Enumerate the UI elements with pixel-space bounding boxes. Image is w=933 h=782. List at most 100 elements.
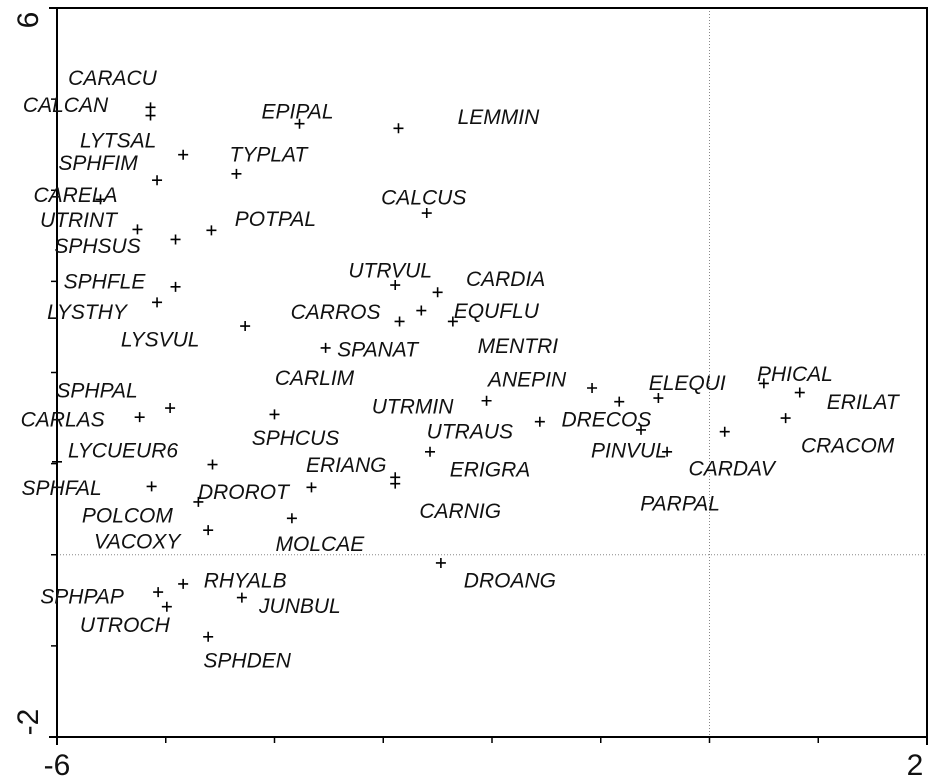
point-marker [653, 393, 664, 404]
point-marker [161, 601, 172, 612]
point-marker [306, 482, 317, 493]
point-marker [534, 416, 545, 427]
point-label: PHICAL [757, 363, 833, 386]
point-marker [178, 149, 189, 160]
point-marker [206, 225, 217, 236]
point-label: CARELA [33, 184, 117, 207]
point-label: SPHFAL [22, 477, 102, 500]
point-marker [719, 426, 730, 437]
point-marker [134, 412, 145, 423]
point-label: MOLCAE [276, 533, 366, 556]
point-label: CRACOM [801, 435, 895, 458]
point-marker [132, 224, 143, 235]
point-marker [435, 557, 446, 568]
point-label: ERILAT [827, 391, 901, 414]
point-marker [421, 208, 432, 219]
point-marker [286, 513, 297, 524]
point-label: VACOXY [94, 531, 182, 554]
point-label: RHYALB [204, 569, 287, 592]
point-label: MENTRI [478, 335, 559, 358]
point-marker [95, 194, 106, 205]
point-label: SPHFLE [64, 270, 147, 293]
point-marker [662, 446, 673, 457]
point-marker [170, 281, 181, 292]
y-tick-label: 6 [12, 12, 45, 29]
point-label: POLCOM [82, 504, 174, 527]
point-label: ANEPIN [486, 369, 567, 392]
point-marker [152, 175, 163, 186]
point-label: UTRAUS [427, 420, 513, 443]
point-label: SPHFIM [58, 152, 138, 175]
point-label: CARLIM [275, 367, 355, 390]
point-marker [393, 123, 404, 134]
point-marker [416, 305, 427, 316]
point-marker [481, 395, 492, 406]
point-label: CARDIA [466, 268, 545, 291]
point-marker [170, 234, 181, 245]
point-marker [165, 403, 176, 414]
point-marker [432, 287, 443, 298]
point-marker [635, 424, 646, 435]
point-label: SPHPAL [56, 380, 137, 403]
point-label: DRECOS [561, 409, 651, 432]
point-marker [153, 587, 164, 598]
point-marker [145, 110, 156, 121]
point-label: LYTSAL [80, 129, 156, 152]
point-label: CARACU [68, 67, 158, 90]
point-label: SPHDEN [203, 649, 291, 672]
x-tick-label: 2 [907, 749, 924, 782]
point-label: DROROT [198, 481, 291, 504]
point-label: CARNIG [419, 500, 501, 523]
point-label: LEMMIN [458, 106, 541, 129]
point-marker [152, 297, 163, 308]
x-tick-label: -6 [44, 749, 71, 782]
point-marker [447, 316, 458, 327]
point-label: JUNBUL [258, 595, 341, 618]
point-label: SPHPAP [40, 586, 124, 609]
point-marker [207, 459, 218, 470]
point-label: UTRVUL [348, 260, 432, 283]
point-marker [52, 456, 62, 467]
point-marker [390, 280, 401, 291]
point-label: LYCUEUR6 [68, 439, 178, 462]
point-marker [269, 409, 280, 420]
point-label: CALCAN [23, 94, 109, 117]
point-label: SPANAT [337, 338, 420, 361]
point-label: EQUFLU [454, 300, 540, 323]
point-label: UTRMIN [372, 395, 454, 418]
point-label: DROANG [464, 569, 556, 592]
point-label: SPHCUS [252, 427, 340, 450]
point-marker [240, 321, 251, 332]
point-marker [758, 378, 769, 389]
point-label: ERIGRA [450, 458, 531, 481]
point-label: ELEQUI [649, 372, 726, 395]
point-marker [587, 382, 598, 393]
point-label: CARROS [291, 301, 381, 324]
point-marker [146, 481, 157, 492]
point-label: UTROCH [80, 614, 171, 637]
point-label: EPIPAL [262, 100, 334, 123]
point-marker [614, 396, 625, 407]
point-marker [394, 316, 405, 327]
point-label: PARPAL [640, 492, 720, 515]
y-tick-label: -2 [12, 709, 45, 736]
point-marker [320, 342, 331, 353]
point-marker [794, 387, 805, 398]
point-marker [203, 631, 214, 642]
point-label: POTPAL [235, 208, 316, 231]
point-label: CARLAS [21, 409, 105, 432]
point-label: ERIANG [306, 454, 387, 477]
point-marker [390, 478, 401, 489]
point-label: LYSVUL [121, 329, 200, 352]
point-marker [193, 496, 204, 507]
point-label: UTRINT [40, 209, 119, 232]
point-marker [231, 168, 242, 179]
point-marker [203, 525, 214, 536]
point-marker [236, 592, 247, 603]
point-marker [178, 578, 189, 589]
point-marker [780, 413, 791, 424]
point-marker [425, 446, 436, 457]
point-label: TYPLAT [230, 143, 310, 166]
